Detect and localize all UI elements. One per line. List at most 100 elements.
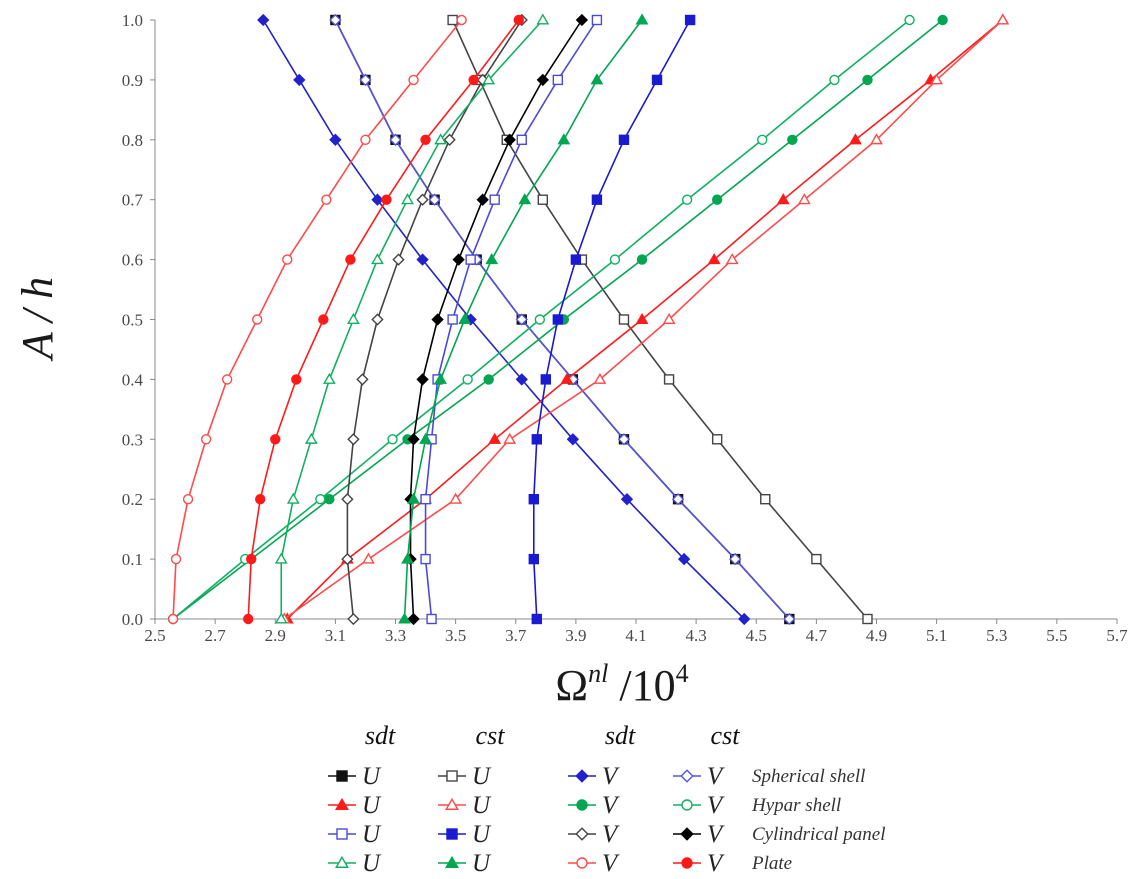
data-point xyxy=(387,434,398,445)
data-point xyxy=(356,373,369,386)
series-8 xyxy=(420,14,603,625)
data-point xyxy=(536,73,549,87)
x-axis-title: Ωnl /104 xyxy=(555,659,688,710)
data-point xyxy=(452,253,465,266)
series-12 xyxy=(274,13,550,624)
x-tick-label: 5.3 xyxy=(986,626,1007,645)
x-tick-label: 4.7 xyxy=(806,626,828,645)
legend-marker xyxy=(336,770,348,782)
data-point xyxy=(593,372,607,384)
y-tick-label: 0.1 xyxy=(122,550,143,569)
data-point xyxy=(182,494,194,505)
y-axis-title: A / h xyxy=(13,277,62,362)
legend-marker xyxy=(575,769,589,783)
data-point xyxy=(322,372,336,384)
data-point xyxy=(609,254,621,265)
data-point xyxy=(458,312,472,325)
legend-marker xyxy=(681,799,693,811)
data-point xyxy=(329,133,342,146)
data-point xyxy=(677,552,691,566)
y-tick-label: 0.4 xyxy=(122,370,144,389)
legend-row-label: Hypar shell xyxy=(751,795,841,816)
data-point xyxy=(371,193,384,206)
data-point xyxy=(671,493,685,506)
data-point xyxy=(426,613,437,625)
data-point xyxy=(591,194,603,205)
data-point xyxy=(681,194,693,205)
data-point xyxy=(329,13,342,27)
data-point xyxy=(465,254,476,265)
legend-marker xyxy=(335,797,349,810)
data-point xyxy=(416,373,429,386)
data-point xyxy=(591,14,603,26)
legend-entry: U xyxy=(438,821,492,848)
series-line xyxy=(451,19,869,620)
data-point xyxy=(447,314,458,325)
data-point xyxy=(360,134,371,146)
data-point xyxy=(315,494,326,505)
data-point xyxy=(341,552,354,566)
data-point xyxy=(257,13,270,27)
data-point xyxy=(221,374,233,385)
data-point xyxy=(443,133,456,146)
y-tick-label: 0.2 xyxy=(122,490,143,509)
data-point xyxy=(870,133,883,145)
x-tick-label: 4.5 xyxy=(746,626,767,645)
legend-symbol: V xyxy=(707,821,725,848)
legend-entry: V xyxy=(568,763,620,790)
data-point xyxy=(347,612,360,626)
data-point xyxy=(636,254,648,265)
data-point xyxy=(618,134,630,146)
data-point xyxy=(575,13,589,27)
data-point xyxy=(862,74,873,86)
legend-symbol: V xyxy=(602,821,620,848)
legend-entry: V xyxy=(673,763,725,790)
data-point xyxy=(389,133,402,146)
series-15 xyxy=(242,14,524,625)
data-point xyxy=(359,73,372,87)
y-tick-label: 1.0 xyxy=(122,11,143,30)
legend: sdt cst sdt cst Spherical shell Hypar shell Cy… xyxy=(328,721,886,877)
data-point xyxy=(398,612,411,624)
data-point xyxy=(291,374,302,385)
data-point xyxy=(684,14,696,26)
data-point xyxy=(407,433,420,446)
legend-entry: U xyxy=(438,792,492,819)
data-point xyxy=(401,193,414,205)
x-tick-label: 5.1 xyxy=(926,626,947,645)
data-point xyxy=(270,434,281,445)
data-point xyxy=(738,612,751,626)
data-point xyxy=(431,313,444,326)
data-point xyxy=(482,73,496,85)
data-point xyxy=(552,74,564,86)
legend-marker xyxy=(680,827,694,841)
data-point xyxy=(167,613,179,625)
data-point xyxy=(560,372,574,384)
x-tick-label: 3.1 xyxy=(325,626,346,645)
data-point xyxy=(242,613,254,625)
data-point xyxy=(531,613,542,625)
legend-symbol: U xyxy=(362,763,382,790)
x-tick-label: 4.1 xyxy=(625,626,646,645)
data-point xyxy=(635,13,649,25)
data-point xyxy=(401,552,414,564)
legend-marker xyxy=(576,857,588,869)
data-point xyxy=(537,194,549,205)
data-point xyxy=(570,254,582,265)
data-point xyxy=(783,612,796,626)
data-point xyxy=(566,433,580,446)
series-1 xyxy=(447,14,873,625)
legend-symbol: V xyxy=(707,763,725,790)
x-tick-labels: 2.5 2.7 2.9 3.1 3.3 3.5 3.7 3.9 4.1 4.3 4.5 4.7 4.9 5… xyxy=(144,619,1128,645)
data-point xyxy=(776,193,790,205)
data-point xyxy=(371,253,384,265)
legend-marker xyxy=(680,769,694,783)
data-point xyxy=(245,553,257,565)
data-point xyxy=(503,432,517,444)
legend-symbol: U xyxy=(362,850,382,877)
data-point xyxy=(381,194,392,205)
x-tick-label: 5.5 xyxy=(1046,626,1067,645)
data-point xyxy=(324,494,335,505)
data-point xyxy=(407,492,420,504)
